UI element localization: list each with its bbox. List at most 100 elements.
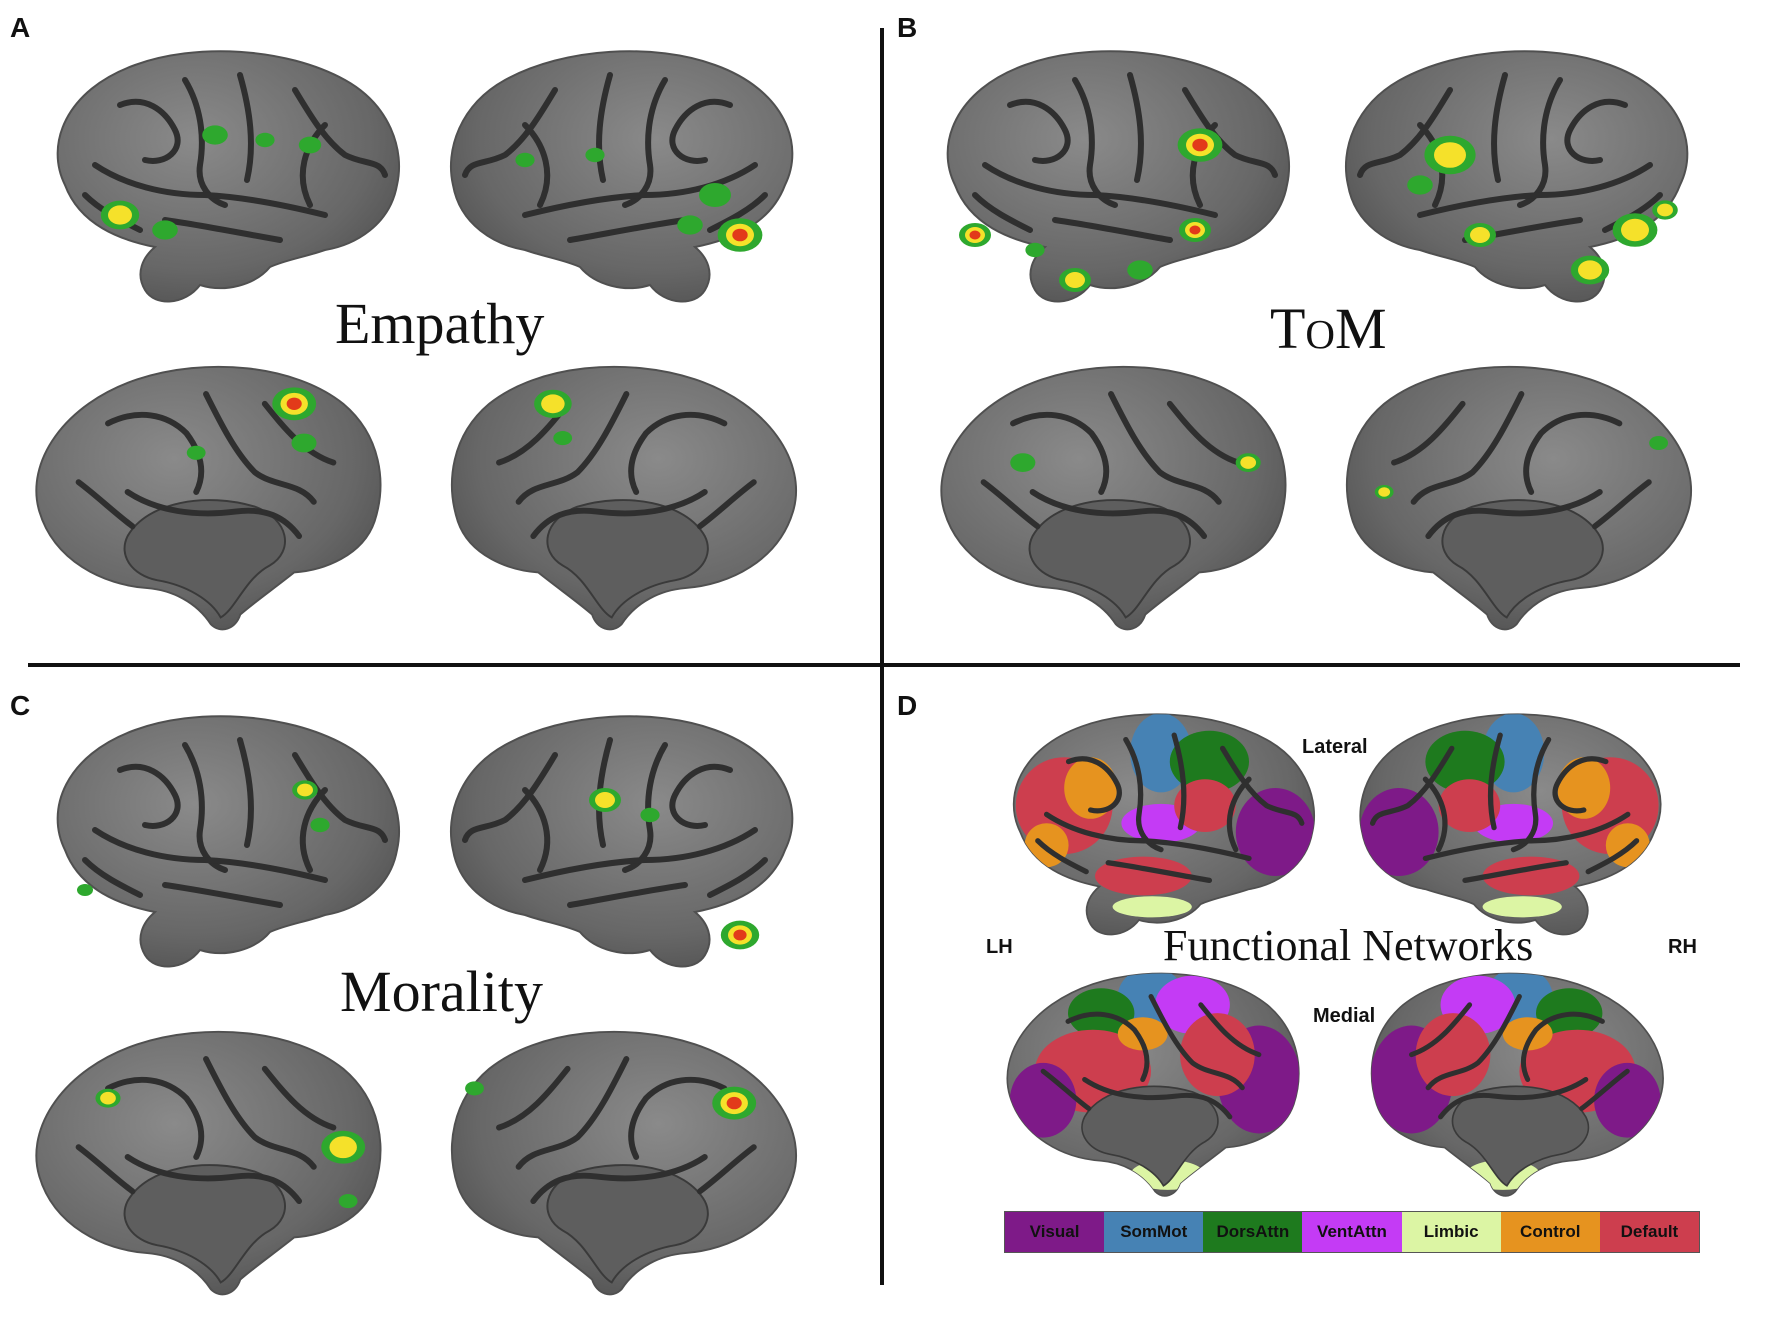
- lateral-brain: [56, 715, 401, 968]
- network-border: [1425, 489, 1603, 540]
- activation-blob: [310, 817, 330, 833]
- cortex-surface: [449, 715, 794, 968]
- activation-blob: [186, 445, 206, 460]
- network-border: [1029, 489, 1208, 540]
- network-border: [567, 217, 688, 243]
- medial-wall: [1081, 1085, 1219, 1187]
- network-legend: Visual SomMot DorsAttn VentAttn Limbic Contro…: [1004, 1211, 1700, 1253]
- tom-title: ToM: [1270, 296, 1387, 361]
- network-border: [1065, 1011, 1150, 1082]
- network-border: [75, 479, 136, 530]
- medial-wall: [123, 499, 286, 619]
- network-medial-brain: [1370, 972, 1664, 1197]
- network-border: [972, 192, 1033, 233]
- panel-letter-d: D: [897, 690, 918, 721]
- network-border: [1148, 994, 1245, 1091]
- medial-brain: [451, 365, 798, 631]
- network-border: [1357, 87, 1453, 178]
- network-border: [237, 737, 254, 848]
- activation-blob: [338, 1194, 358, 1209]
- activation-blob: [1407, 175, 1433, 195]
- activation-blob: [202, 125, 228, 145]
- network-parcel: [1064, 757, 1117, 819]
- network-border: [1425, 994, 1522, 1091]
- network-border: [92, 162, 328, 218]
- activation-peak: [1378, 487, 1391, 497]
- activation-blob: [152, 220, 178, 240]
- activation-peak: [329, 1136, 357, 1159]
- network-border: [530, 1154, 708, 1205]
- network-border: [162, 882, 283, 908]
- network-border: [1422, 811, 1631, 862]
- network-border: [707, 857, 768, 898]
- network-border: [530, 489, 708, 540]
- network-border: [1108, 391, 1222, 505]
- lateral-brain: [1344, 50, 1689, 303]
- network-border: [596, 72, 613, 183]
- activation-blob: [291, 433, 317, 453]
- network-parcels: [1360, 714, 1659, 918]
- network-lateral-brain: [1359, 713, 1662, 936]
- activation-peak: [1240, 456, 1257, 469]
- legend-item-dorsattn: DorsAttn: [1203, 1212, 1303, 1252]
- activation-peak: [595, 792, 615, 808]
- network-border: [1491, 72, 1508, 183]
- activation-blob: [677, 215, 703, 235]
- activation-blob: [298, 136, 322, 154]
- empathy-title: Empathy: [335, 291, 545, 356]
- medial-wall: [1441, 499, 1604, 619]
- network-border: [1105, 860, 1213, 884]
- network-border: [1422, 776, 1448, 853]
- network-border: [82, 857, 143, 898]
- network-border: [1579, 1068, 1630, 1112]
- network-border: [1065, 756, 1122, 814]
- network-border: [1043, 811, 1252, 862]
- activation-peak: [1470, 227, 1490, 243]
- activation-blob: [465, 1081, 484, 1096]
- network-parcel: [1112, 896, 1192, 918]
- network-parcel: [1360, 787, 1439, 876]
- network-border: [522, 787, 551, 873]
- activation-blob: [585, 147, 605, 163]
- network-border: [515, 1056, 630, 1170]
- network-border: [237, 72, 254, 183]
- network-border: [1591, 479, 1652, 530]
- network-border: [628, 411, 728, 495]
- network-border: [1487, 732, 1503, 831]
- network-border: [1127, 72, 1144, 183]
- network-lateral-brain: [1012, 713, 1316, 936]
- activation-blob: [77, 884, 93, 896]
- network-border: [1564, 98, 1628, 164]
- network-border: [1391, 400, 1466, 466]
- activation-max: [733, 929, 747, 941]
- cortex-surface: [451, 1030, 798, 1296]
- network-border: [299, 787, 328, 873]
- network-border: [1409, 1002, 1473, 1058]
- cortex-surface: [449, 50, 794, 303]
- network-border: [117, 98, 181, 164]
- network-border: [1082, 1077, 1233, 1120]
- activation-max: [286, 397, 302, 410]
- activation-blob: [553, 431, 573, 446]
- activation-peak: [100, 1091, 116, 1105]
- network-border: [162, 217, 283, 243]
- activation-blob: [515, 152, 535, 168]
- activation-max: [969, 230, 981, 240]
- network-border: [669, 98, 733, 164]
- network-border: [628, 1076, 728, 1160]
- network-border: [1182, 87, 1278, 178]
- network-border: [299, 122, 328, 208]
- medial-label: Medial: [1313, 1005, 1376, 1027]
- network-border: [496, 1065, 571, 1131]
- network-border: [1410, 391, 1525, 505]
- network-border: [124, 1154, 303, 1205]
- activation-max: [732, 228, 748, 242]
- network-border: [1035, 838, 1089, 875]
- lh-label: LH: [986, 936, 1013, 958]
- legend-item-control: Control: [1500, 1212, 1600, 1252]
- panel-letter-c: C: [10, 690, 31, 721]
- network-border: [982, 162, 1218, 218]
- morality-title: Morality: [340, 959, 543, 1024]
- legend-item-sommot: SomMot: [1104, 1212, 1204, 1252]
